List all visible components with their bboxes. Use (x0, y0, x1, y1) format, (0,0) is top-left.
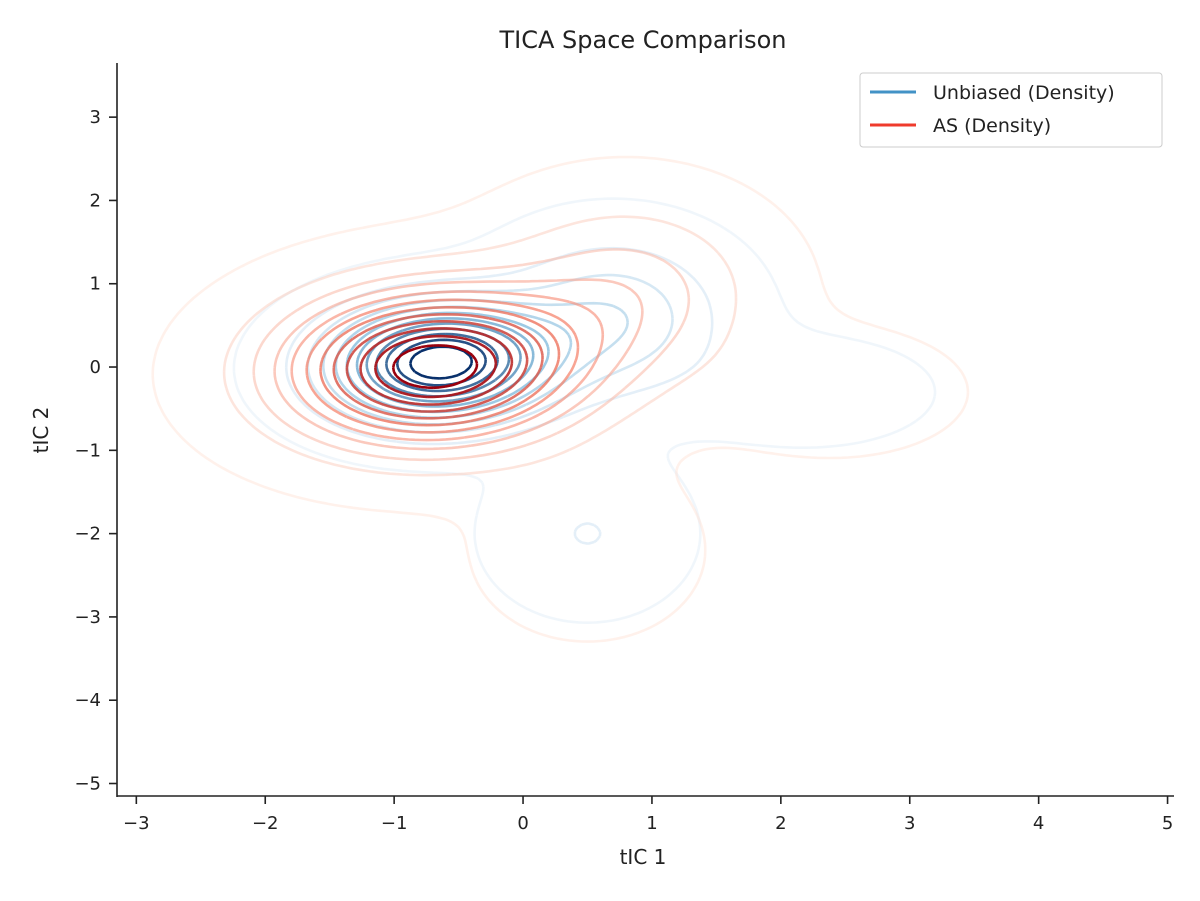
y-tick-label: 1 (90, 274, 101, 295)
unbiased-density-contours (232, 197, 937, 624)
legend-label-unbiased: Unbiased (Density) (933, 82, 1115, 104)
x-axis-ticks: −3 −2 −1 0 1 2 3 4 5 (123, 796, 1173, 834)
unbiased-contour-line (232, 197, 937, 624)
x-tick-label: 5 (1162, 813, 1173, 834)
y-tick-label: 2 (90, 190, 101, 211)
y-tick-label: −1 (74, 440, 101, 461)
as-contour-line (305, 298, 580, 434)
as-contour-line (319, 306, 561, 427)
x-tick-label: 0 (517, 813, 528, 834)
x-tick-label: −3 (123, 813, 150, 834)
y-tick-label: 3 (90, 107, 101, 128)
legend-box (859, 72, 1163, 148)
as-contour-line (222, 215, 738, 477)
as-contour-line (359, 327, 514, 406)
x-tick-label: −1 (381, 813, 408, 834)
x-tick-label: 3 (904, 813, 915, 834)
y-tick-label: −5 (74, 774, 101, 795)
as-contour-line (374, 334, 498, 399)
legend: Unbiased (Density) AS (Density) (859, 72, 1163, 148)
as-contour-line (252, 248, 691, 462)
x-tick-label: −2 (252, 813, 279, 834)
as-contour-line (345, 320, 529, 413)
x-tick-label: 1 (646, 813, 657, 834)
y-axis-ticks: −5 −4 −3 −2 −1 0 1 2 3 (74, 107, 117, 795)
as-contour-line (332, 313, 544, 420)
chart-title: TICA Space Comparison (498, 26, 786, 54)
y-tick-label: −2 (74, 524, 101, 545)
legend-label-as: AS (Density) (933, 115, 1051, 137)
unbiased-contour-line (409, 345, 473, 380)
x-tick-label: 2 (775, 813, 786, 834)
as-contour-line (151, 155, 970, 643)
as-density-contours (151, 155, 970, 643)
as-contour-line (273, 278, 644, 451)
y-tick-label: −3 (74, 607, 101, 628)
as-contour-line (391, 344, 479, 390)
y-axis-label: tIC 2 (29, 407, 53, 454)
y-tick-label: −4 (74, 690, 101, 711)
y-tick-label: 0 (90, 357, 101, 378)
as-contour-line (290, 290, 605, 442)
x-axis-label: tIC 1 (620, 845, 667, 869)
x-tick-label: 4 (1033, 813, 1044, 834)
plot-area (151, 155, 970, 643)
